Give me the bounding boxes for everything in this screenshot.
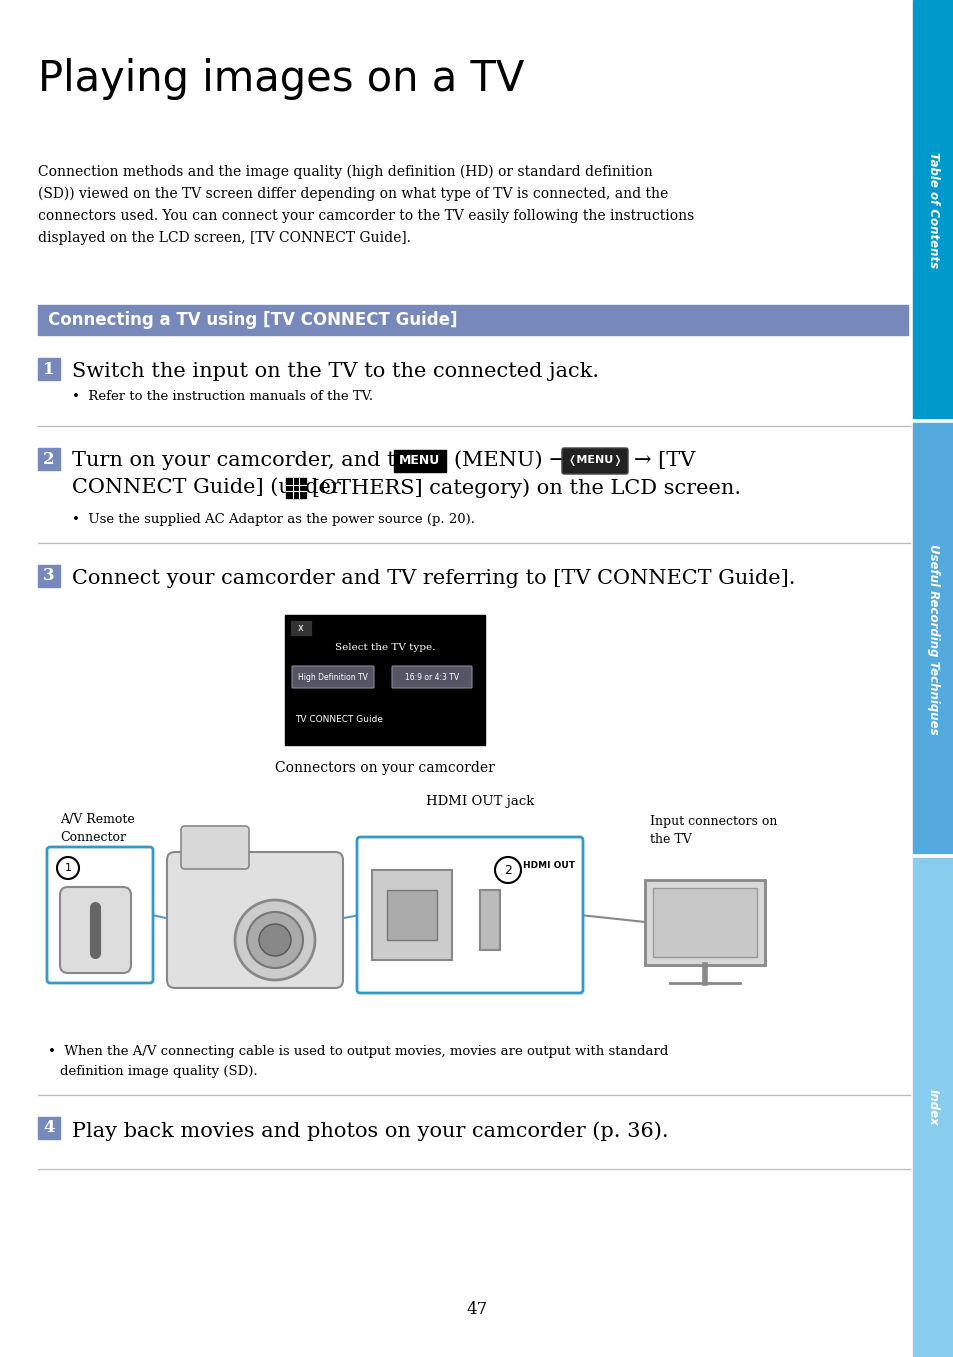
Text: HDMI OUT jack: HDMI OUT jack — [425, 795, 534, 807]
Text: •  When the A/V connecting cable is used to output movies, movies are output wit: • When the A/V connecting cable is used … — [48, 1045, 668, 1058]
Bar — [38, 305, 907, 335]
Text: 1: 1 — [43, 361, 54, 377]
Text: 1: 1 — [65, 863, 71, 873]
Text: Index: Index — [926, 1090, 939, 1126]
Text: Play back movies and photos on your camcorder (p. 36).: Play back movies and photos on your camc… — [71, 1121, 668, 1141]
Text: (MENU) →: (MENU) → — [454, 451, 566, 470]
Circle shape — [234, 900, 314, 980]
Text: 3: 3 — [43, 567, 54, 585]
Text: Switch the input on the TV to the connected jack.: Switch the input on the TV to the connec… — [71, 362, 598, 381]
Text: (SD)) viewed on the TV screen differ depending on what type of TV is connected, : (SD)) viewed on the TV screen differ dep… — [38, 187, 667, 201]
Bar — [652, 887, 757, 957]
Circle shape — [495, 858, 520, 883]
Bar — [912, 0, 953, 421]
Text: 2: 2 — [503, 863, 512, 877]
Text: Table of Contents: Table of Contents — [926, 152, 939, 269]
Bar — [372, 870, 452, 959]
Circle shape — [57, 858, 79, 879]
FancyBboxPatch shape — [561, 448, 627, 474]
Text: displayed on the LCD screen, [TV CONNECT Guide].: displayed on the LCD screen, [TV CONNECT… — [38, 231, 411, 246]
Text: 4: 4 — [43, 1120, 54, 1137]
FancyBboxPatch shape — [392, 666, 472, 688]
Text: Useful Recording Techniques: Useful Recording Techniques — [926, 544, 939, 734]
FancyBboxPatch shape — [60, 887, 131, 973]
Text: TV CONNECT Guide: TV CONNECT Guide — [294, 715, 382, 725]
FancyBboxPatch shape — [181, 826, 249, 868]
Text: High Definition TV: High Definition TV — [297, 673, 368, 681]
FancyBboxPatch shape — [167, 852, 343, 988]
Text: Connection methods and the image quality (high definition (HD) or standard defin: Connection methods and the image quality… — [38, 166, 652, 179]
Bar — [38, 358, 60, 380]
Bar — [394, 451, 446, 472]
Text: x: x — [297, 623, 304, 632]
Circle shape — [247, 912, 303, 968]
Text: → [TV: → [TV — [634, 451, 695, 470]
Text: •  Refer to the instruction manuals of the TV.: • Refer to the instruction manuals of th… — [71, 389, 373, 403]
Bar — [38, 448, 60, 470]
Bar — [912, 423, 953, 855]
Bar — [644, 879, 764, 965]
Bar — [479, 890, 499, 950]
Text: MENU: MENU — [399, 455, 440, 468]
FancyBboxPatch shape — [356, 837, 582, 993]
Text: Connectors on your camcorder: Connectors on your camcorder — [274, 761, 495, 775]
Text: Connector: Connector — [60, 830, 126, 844]
Bar — [38, 1117, 60, 1139]
FancyBboxPatch shape — [47, 847, 152, 982]
Text: Connect your camcorder and TV referring to [TV CONNECT Guide].: Connect your camcorder and TV referring … — [71, 569, 795, 588]
Text: ❬MENU❭: ❬MENU❭ — [567, 456, 622, 467]
Text: •  Use the supplied AC Adaptor as the power source (p. 20).: • Use the supplied AC Adaptor as the pow… — [71, 513, 475, 527]
Text: Playing images on a TV: Playing images on a TV — [38, 58, 524, 100]
Text: [OTHERS] category) on the LCD screen.: [OTHERS] category) on the LCD screen. — [312, 478, 740, 498]
Text: Connecting a TV using [TV CONNECT Guide]: Connecting a TV using [TV CONNECT Guide] — [48, 311, 457, 328]
FancyBboxPatch shape — [292, 666, 374, 688]
Text: the TV: the TV — [649, 833, 691, 845]
Text: HDMI OUT: HDMI OUT — [522, 862, 575, 870]
Text: 47: 47 — [466, 1301, 487, 1319]
Text: 2: 2 — [43, 451, 54, 468]
Bar — [285, 615, 484, 745]
Text: connectors used. You can connect your camcorder to the TV easily following the i: connectors used. You can connect your ca… — [38, 209, 694, 223]
Text: CONNECT Guide] (under: CONNECT Guide] (under — [71, 478, 340, 497]
Bar — [286, 478, 306, 498]
Text: Turn on your camcorder, and touch: Turn on your camcorder, and touch — [71, 451, 446, 470]
Bar — [291, 622, 311, 635]
Bar — [912, 858, 953, 1357]
Text: Input connectors on: Input connectors on — [649, 816, 777, 828]
Bar — [387, 890, 436, 940]
Bar — [38, 565, 60, 588]
Text: definition image quality (SD).: definition image quality (SD). — [60, 1065, 257, 1077]
Circle shape — [258, 924, 291, 955]
Text: 16:9 or 4:3 TV: 16:9 or 4:3 TV — [404, 673, 458, 681]
Text: Select the TV type.: Select the TV type. — [335, 642, 435, 651]
Text: A/V Remote: A/V Remote — [60, 813, 134, 826]
